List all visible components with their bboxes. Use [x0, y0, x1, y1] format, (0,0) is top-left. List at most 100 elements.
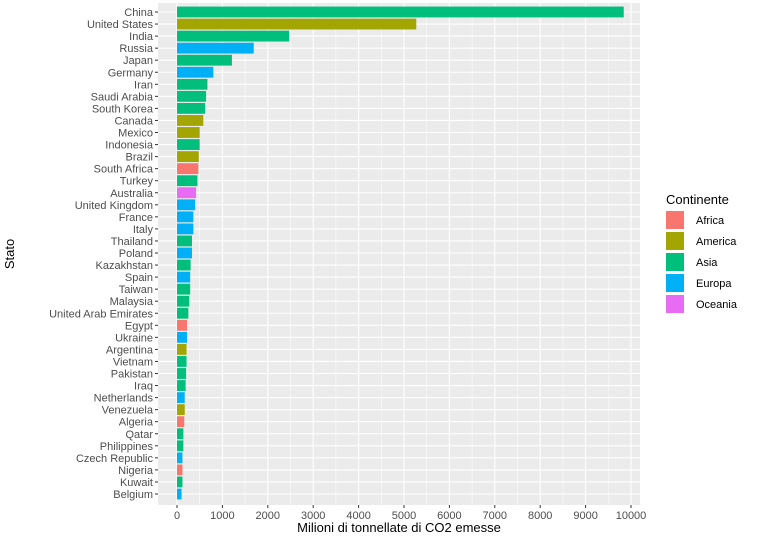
legend-key-asia — [666, 253, 684, 271]
bar-russia — [177, 42, 254, 54]
y-axis-title: Stato — [2, 239, 17, 269]
y-tick-label: Poland — [119, 248, 153, 260]
x-tick-label: 4000 — [346, 510, 370, 522]
y-tick-label: Qatar — [125, 429, 153, 441]
legend-key-europa — [666, 274, 684, 292]
y-tick-label: Taiwan — [119, 284, 153, 296]
y-tick-label: Czech Republic — [76, 453, 154, 465]
bar-brazil — [177, 151, 199, 163]
bar-philippines — [177, 440, 184, 452]
y-tick-label: Belgium — [113, 489, 153, 501]
bar-japan — [177, 54, 232, 66]
y-tick-label: Pakistan — [111, 369, 153, 381]
y-tick-label: China — [124, 7, 154, 19]
y-tick-label: United Kingdom — [75, 200, 153, 212]
y-tick-label: South Korea — [92, 103, 154, 115]
y-tick-label: Iran — [134, 79, 153, 91]
plot-panel — [158, 3, 640, 505]
bars-group — [177, 6, 624, 500]
y-tick-label: Italy — [133, 224, 154, 236]
bar-south-africa — [177, 163, 199, 175]
bar-czech-republic — [177, 452, 183, 464]
y-tick-label: Kazakhstan — [96, 260, 153, 272]
bar-united-kingdom — [177, 199, 196, 211]
x-tick-label: 1000 — [210, 510, 234, 522]
y-tick-label: Algeria — [119, 417, 154, 429]
legend-label: Oceania — [696, 299, 738, 311]
y-tick-label: Argentina — [106, 344, 154, 356]
grid-lines — [158, 3, 640, 505]
bar-saudi-arabia — [177, 90, 207, 102]
y-tick-label: Mexico — [118, 128, 153, 140]
legend-label: Africa — [696, 215, 725, 227]
y-tick-label: Ukraine — [115, 332, 153, 344]
y-tick-label: Australia — [110, 188, 154, 200]
y-tick-label: Turkey — [120, 176, 154, 188]
bar-canada — [177, 115, 204, 126]
y-tick-label: Malaysia — [110, 296, 154, 308]
bar-malaysia — [177, 295, 190, 307]
y-tick-label: Brazil — [125, 152, 153, 164]
y-tick-label: United Arab Emirates — [49, 308, 153, 320]
y-tick-label: United States — [87, 19, 154, 31]
y-tick-label: Indonesia — [105, 140, 154, 152]
legend-title: Continente — [666, 192, 729, 207]
bar-iran — [177, 78, 208, 90]
bar-turkey — [177, 175, 198, 187]
bar-thailand — [177, 235, 192, 247]
bar-algeria — [177, 416, 185, 428]
bar-china — [177, 6, 624, 18]
bar-indonesia — [177, 139, 200, 150]
legend: Continente Africa America Asia Europa Oceani… — [666, 192, 738, 313]
bar-ukraine — [177, 331, 187, 343]
y-tick-label: Venezuela — [102, 405, 154, 417]
bar-qatar — [177, 428, 184, 440]
legend-label: Asia — [696, 257, 718, 269]
y-tick-label: Philippines — [100, 441, 154, 453]
x-tick-label: 2000 — [256, 510, 280, 522]
bar-south-korea — [177, 102, 206, 114]
x-tick-label: 9000 — [573, 510, 597, 522]
bar-netherlands — [177, 392, 185, 404]
bar-taiwan — [177, 283, 191, 295]
bar-vietnam — [177, 356, 187, 367]
x-tick-label: 6000 — [437, 510, 461, 522]
y-tick-label: Saudi Arabia — [91, 91, 154, 103]
bar-venezuela — [177, 404, 185, 416]
bar-pakistan — [177, 368, 187, 379]
y-tick-label: France — [119, 212, 153, 224]
y-tick-label: Netherlands — [94, 393, 154, 405]
bar-spain — [177, 271, 191, 283]
legend-key-africa — [666, 211, 684, 229]
x-tick-label: 3000 — [301, 510, 325, 522]
y-tick-label: Vietnam — [113, 356, 153, 368]
bar-egypt — [177, 319, 187, 331]
bar-australia — [177, 187, 197, 199]
legend-key-oceania — [666, 295, 684, 313]
y-tick-label: Japan — [123, 55, 153, 67]
legend-label: Europa — [696, 278, 732, 290]
y-tick-label: Thailand — [111, 236, 153, 248]
bar-iraq — [177, 380, 186, 391]
y-tick-label: South Africa — [94, 164, 154, 176]
bar-india — [177, 30, 290, 42]
y-tick-label: Spain — [125, 272, 153, 284]
bar-poland — [177, 247, 192, 259]
y-tick-label: Germany — [108, 67, 154, 79]
bar-united-states — [177, 18, 417, 30]
bar-italy — [177, 223, 194, 235]
bar-united-arab-emirates — [177, 307, 189, 319]
y-tick-label: Russia — [119, 43, 154, 55]
x-tick-label: 10000 — [616, 510, 647, 522]
x-tick-label: 8000 — [528, 510, 552, 522]
legend-key-america — [666, 232, 684, 250]
y-tick-label: Nigeria — [118, 465, 154, 477]
bar-germany — [177, 66, 214, 78]
y-tick-label: Kuwait — [120, 477, 153, 489]
x-axis-ticks: 0 1000 2000 3000 4000 5000 6000 7000 8000 9000 100… — [174, 505, 646, 522]
y-tick-label: Canada — [114, 115, 153, 127]
bar-nigeria — [177, 464, 183, 476]
y-tick-label: India — [129, 31, 154, 43]
